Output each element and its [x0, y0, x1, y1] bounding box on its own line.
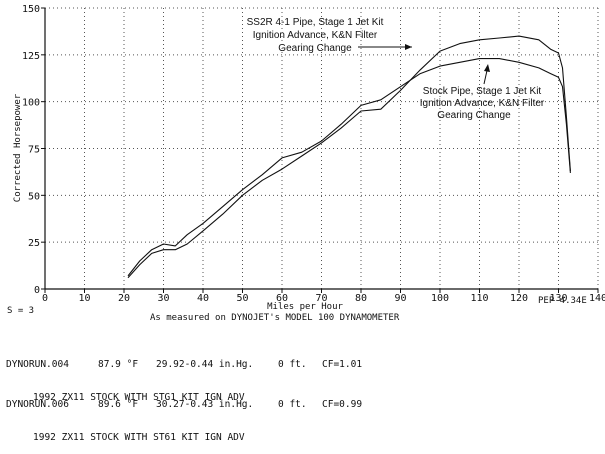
- run-2-info: DYNORUN.006 89.6 °F 30.27-0.43 in.Hg. 0 ft.…: [6, 399, 362, 410]
- x-tick-label: 110: [470, 293, 488, 304]
- series-line-ss2r: [127, 35, 571, 279]
- run-2-baro: 30.27-0.43 in.Hg.: [156, 399, 254, 410]
- annotation-ss2r-arrowhead: [405, 44, 412, 50]
- run-2-temp: 89.6 °F: [98, 399, 139, 410]
- x-tick-label: 100: [431, 293, 449, 304]
- y-tick-label: 0: [34, 285, 40, 296]
- x-tick-label: 130: [549, 293, 567, 304]
- annotation-stock-line-1: Stock Pipe, Stage 1 Jet Kit: [423, 86, 542, 97]
- y-tick-labels: 0 25 50 75 100 125 150: [22, 4, 40, 296]
- run-block-1: DYNORUN.004 87.9 °F 29.92-0.44 in.Hg. 0 ft.…: [6, 337, 362, 414]
- x-tick-labels: 0 10 20 30 40 50 60 70 80 90 100 110 120 130 140: [42, 293, 605, 304]
- run-1-temp: 87.9 °F: [98, 359, 139, 370]
- x-tick-label: 80: [355, 293, 367, 304]
- annotation-stock-line-3: Gearing Change: [437, 110, 511, 121]
- x-tick-label: 40: [197, 293, 209, 304]
- run-1-desc: 1992 ZX11 STOCK WITH STG1 KIT IGN ADV: [33, 392, 245, 403]
- y-axis-label: Corrected Horsepower: [13, 93, 23, 202]
- run-1-info: DYNORUN.004 87.9 °F 29.92-0.44 in.Hg. 0 ft.…: [6, 359, 362, 370]
- x-tick-label: 60: [276, 293, 288, 304]
- smoothing-label: S = 3: [7, 306, 34, 316]
- x-tick-label: 0: [42, 293, 48, 304]
- y-tick-label: 25: [28, 238, 40, 249]
- x-tick-label: 20: [118, 293, 130, 304]
- x-tick-label: 140: [589, 293, 605, 304]
- x-tick-label: 90: [394, 293, 406, 304]
- x-tick-label: 70: [315, 293, 327, 304]
- annotation-stock-line-2: Ignition Advance, K&N Filter: [420, 98, 545, 109]
- run-1-alt: 0 ft.: [278, 359, 307, 370]
- x-tick-label: 30: [157, 293, 169, 304]
- axes: [41, 7, 599, 293]
- run-2-cf: CF=0.99: [322, 399, 363, 410]
- x-tick-label: 120: [510, 293, 528, 304]
- x-axis-label: Miles per Hour: [267, 302, 343, 312]
- run-1-baro: 29.92-0.44 in.Hg.: [156, 359, 254, 370]
- run-block-2: DYNORUN.006 89.6 °F 30.27-0.43 in.Hg. 0 ft.…: [6, 377, 362, 454]
- annotation-ss2r-line-2: Ignition Advance, K&N Filter: [253, 30, 378, 41]
- series-lines: [127, 35, 571, 279]
- run-1-cf: CF=1.01: [322, 359, 363, 370]
- run-2-desc: 1992 ZX11 STOCK WITH ST61 KIT IGN ADV: [33, 432, 245, 443]
- y-tick-label: 100: [22, 98, 40, 109]
- annotation-ss2r-line-3: Gearing Change: [278, 43, 352, 54]
- annotation-stock-arrowhead: [484, 64, 490, 72]
- run-2-file: DYNORUN.006: [6, 399, 69, 410]
- dyno-caption: As measured on DYNOJET's MODEL 100 DYNAM…: [150, 313, 400, 323]
- run-1-file: DYNORUN.004: [6, 359, 69, 370]
- run-2-alt: 0 ft.: [278, 399, 307, 410]
- y-tick-label: 50: [28, 191, 40, 202]
- annotation-ss2r-line-1: SS2R 4-1 Pipe, Stage 1 Jet Kit: [247, 17, 384, 28]
- annotation-stock: Stock Pipe, Stage 1 Jet Kit Ignition Adv…: [420, 64, 545, 121]
- x-tick-label: 10: [78, 293, 90, 304]
- y-tick-label: 150: [22, 4, 40, 15]
- y-tick-label: 75: [28, 145, 40, 156]
- software-version: PEP 4.34E: [538, 296, 587, 306]
- series-line-stock: [127, 58, 571, 277]
- x-tick-label: 50: [236, 293, 248, 304]
- annotation-ss2r: SS2R 4-1 Pipe, Stage 1 Jet Kit Ignition …: [247, 17, 412, 54]
- y-tick-label: 125: [22, 51, 40, 62]
- grid-lines: [45, 7, 599, 289]
- dyno-chart: 0 10 20 30 40 50 60 70 80 90 100 110 120 130 140 0 25 50…: [7, 4, 605, 323]
